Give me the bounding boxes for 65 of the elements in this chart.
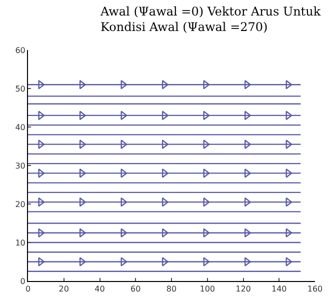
point <box>38 197 45 207</box>
point <box>38 257 45 266</box>
y-tick-label: 30 <box>15 161 26 170</box>
x-tick-label: 100 <box>200 284 216 294</box>
point <box>162 140 168 149</box>
y-tick-label: 0 <box>20 276 26 286</box>
point <box>203 257 210 266</box>
point <box>120 80 128 90</box>
point <box>286 228 292 238</box>
point <box>162 257 168 266</box>
point <box>244 257 251 266</box>
point <box>120 197 128 207</box>
point <box>120 140 128 149</box>
x-tick-label: 60 <box>130 284 141 294</box>
point <box>79 257 86 266</box>
point <box>244 228 251 238</box>
point <box>79 80 86 90</box>
point <box>162 110 168 120</box>
point <box>162 197 168 207</box>
point <box>244 168 251 178</box>
point <box>120 168 128 178</box>
point <box>244 140 251 149</box>
y-tick-label: 60 <box>15 46 26 55</box>
y-tick-label: 40 <box>15 122 26 132</box>
point <box>203 110 210 120</box>
point <box>79 140 86 149</box>
point <box>244 110 251 120</box>
point <box>162 80 168 90</box>
x-tick-label: 20 <box>58 284 69 294</box>
chart-title: Awal (Ψawal =0) Vektor Arus Untuk Kondisi Awal (Ψawal =270) <box>100 4 322 34</box>
y-tick-label: 10 <box>15 238 26 248</box>
point <box>286 168 292 178</box>
x-tick-label: 80 <box>166 284 177 294</box>
point <box>120 228 128 238</box>
point <box>203 140 210 149</box>
point <box>38 140 45 149</box>
point <box>38 228 45 238</box>
y-tick-label: 20 <box>15 200 26 209</box>
point <box>203 197 210 207</box>
point <box>203 168 210 178</box>
point <box>120 257 128 266</box>
x-tick-label: 120 <box>236 284 251 294</box>
x-tick-label: 140 <box>271 284 287 294</box>
point <box>79 197 86 207</box>
x-tick-label: 40 <box>94 284 105 294</box>
point <box>203 228 210 238</box>
point <box>286 110 292 120</box>
point <box>244 197 251 207</box>
point <box>162 168 168 178</box>
point <box>203 80 210 90</box>
point <box>286 80 292 90</box>
y-tick-label: 50 <box>15 84 26 94</box>
point <box>79 228 86 238</box>
point <box>286 140 292 149</box>
point <box>286 257 292 266</box>
point <box>79 168 86 178</box>
point <box>79 110 86 120</box>
point <box>244 80 251 90</box>
point <box>120 110 128 120</box>
point <box>286 197 292 207</box>
point <box>162 228 168 238</box>
point <box>38 80 45 90</box>
x-tick-label: 160 <box>307 284 323 294</box>
point <box>38 168 45 178</box>
point <box>38 110 45 120</box>
